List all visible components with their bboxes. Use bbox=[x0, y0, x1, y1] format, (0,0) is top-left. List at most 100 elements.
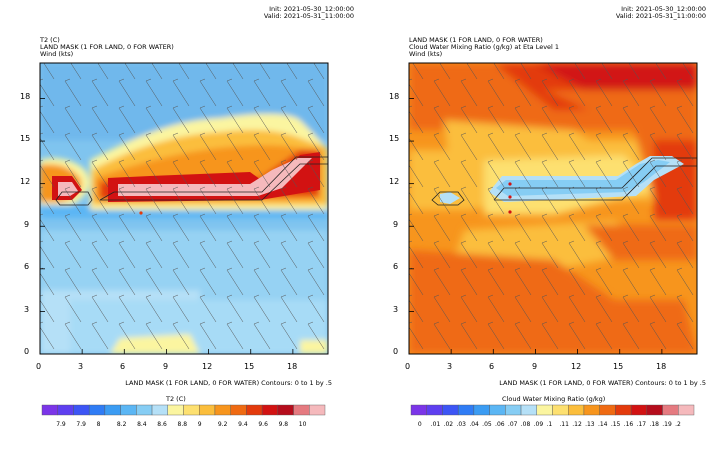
wind-barb bbox=[622, 105, 640, 134]
wind-barb bbox=[649, 78, 667, 107]
wind-barb bbox=[64, 186, 82, 215]
wind-barb bbox=[541, 78, 559, 107]
wind-barb bbox=[118, 267, 136, 296]
wind-barb bbox=[541, 186, 559, 215]
wind-barb bbox=[199, 213, 217, 242]
colorbar-label: .2 bbox=[675, 421, 681, 428]
colorbar-label: 9 bbox=[197, 421, 202, 428]
wind-barb bbox=[118, 186, 136, 215]
wind-barb bbox=[91, 294, 109, 323]
wind-barb bbox=[622, 132, 640, 161]
colorbar-label: .03 bbox=[456, 421, 466, 428]
wind-barb bbox=[676, 186, 694, 215]
wind-barb bbox=[649, 267, 667, 296]
wind-barb bbox=[280, 213, 298, 242]
wind-barb bbox=[649, 294, 667, 323]
x-tick-3: 3 bbox=[447, 362, 453, 371]
header-line-1: LAND MASK (1 FOR LAND, 0 FOR WATER) bbox=[409, 36, 543, 44]
wind-barb bbox=[307, 267, 325, 296]
header-line-3: Wind (kts) bbox=[40, 50, 74, 58]
y-tick-0: 0 bbox=[24, 347, 30, 356]
wind-barb bbox=[199, 294, 217, 323]
colorbar-label: 8.2 bbox=[116, 421, 127, 428]
wind-barb bbox=[568, 294, 586, 323]
wind-barb bbox=[466, 63, 478, 80]
wind-barb bbox=[676, 159, 694, 188]
wind-barb bbox=[541, 240, 559, 269]
wind-barb bbox=[541, 321, 559, 350]
wind-barb bbox=[172, 105, 190, 134]
wind-barb bbox=[514, 213, 532, 242]
wind-barb bbox=[568, 321, 586, 350]
colorbar-label: 10 bbox=[298, 421, 307, 428]
wind-barb bbox=[280, 240, 298, 269]
wind-barb bbox=[64, 321, 82, 350]
wind-barb bbox=[487, 159, 505, 188]
wind-barb bbox=[541, 267, 559, 296]
colorbar-label: .15 bbox=[610, 421, 621, 428]
wind-barb bbox=[307, 240, 325, 269]
wind-barb bbox=[313, 63, 325, 80]
wind-barb bbox=[493, 63, 505, 80]
y-tick-3: 3 bbox=[393, 305, 399, 314]
wind-barb bbox=[514, 294, 532, 323]
wind-barb bbox=[460, 321, 478, 350]
x-tick-6: 6 bbox=[120, 362, 126, 371]
wind-barb bbox=[622, 294, 640, 323]
wind-barb bbox=[487, 105, 505, 134]
wind-barb bbox=[541, 132, 559, 161]
wind-barb bbox=[172, 267, 190, 296]
wind-barb bbox=[226, 186, 244, 215]
wind-barb bbox=[433, 213, 451, 242]
wind-barb bbox=[151, 63, 163, 80]
wind-barb bbox=[64, 132, 82, 161]
colorbar-label: .04 bbox=[469, 421, 479, 428]
y-tick-12: 12 bbox=[389, 177, 400, 186]
wind-barb bbox=[118, 159, 136, 188]
wind-barb bbox=[64, 213, 82, 242]
wind-barb bbox=[226, 78, 244, 107]
wind-barb bbox=[460, 213, 478, 242]
wind-barb bbox=[97, 63, 109, 80]
wind-barb bbox=[307, 105, 325, 134]
wind-barb bbox=[118, 213, 136, 242]
colorbar-label: .13 bbox=[585, 421, 595, 428]
wind-barb bbox=[568, 240, 586, 269]
wind-barb bbox=[226, 240, 244, 269]
wind-barb bbox=[43, 63, 55, 80]
colorbar-label: .01 bbox=[430, 421, 441, 428]
y-tick-18: 18 bbox=[20, 92, 31, 101]
colorbar-label: 9.8 bbox=[278, 421, 289, 428]
y-tick-9: 9 bbox=[24, 220, 30, 229]
wind-barb bbox=[118, 78, 136, 107]
colorbar-label: 8 bbox=[96, 421, 101, 428]
wind-barb bbox=[514, 159, 532, 188]
wind-barb bbox=[595, 267, 613, 296]
wind-barb bbox=[145, 105, 163, 134]
wind-barb bbox=[676, 213, 694, 242]
wind-barb bbox=[514, 186, 532, 215]
wind-barb bbox=[412, 63, 424, 80]
wind-barb bbox=[682, 63, 694, 80]
wind-barb bbox=[574, 63, 586, 80]
colorbar-label: 8.8 bbox=[177, 421, 188, 428]
wind-barb bbox=[307, 159, 325, 188]
wind-barb bbox=[307, 294, 325, 323]
header-line-2: LAND MASK (1 FOR LAND, 0 FOR WATER) bbox=[40, 43, 174, 51]
colorbar-label: .07 bbox=[507, 421, 518, 428]
wind-barb bbox=[622, 186, 640, 215]
x-tick-15: 15 bbox=[613, 362, 624, 371]
wind-barb bbox=[307, 132, 325, 161]
wind-barb bbox=[622, 240, 640, 269]
colorbar-label: .19 bbox=[662, 421, 672, 428]
wind-barb bbox=[145, 240, 163, 269]
wind-barb bbox=[514, 78, 532, 107]
contour-note: LAND MASK (1 FOR LAND, 0 FOR WATER) Cont… bbox=[499, 379, 706, 387]
contour-note: LAND MASK (1 FOR LAND, 0 FOR WATER) Cont… bbox=[125, 379, 332, 387]
wind-barb bbox=[64, 267, 82, 296]
wind-barb bbox=[649, 105, 667, 134]
wind-barb bbox=[253, 213, 271, 242]
wind-barb bbox=[172, 132, 190, 161]
wind-barb bbox=[649, 132, 667, 161]
y-tick-18: 18 bbox=[389, 92, 400, 101]
